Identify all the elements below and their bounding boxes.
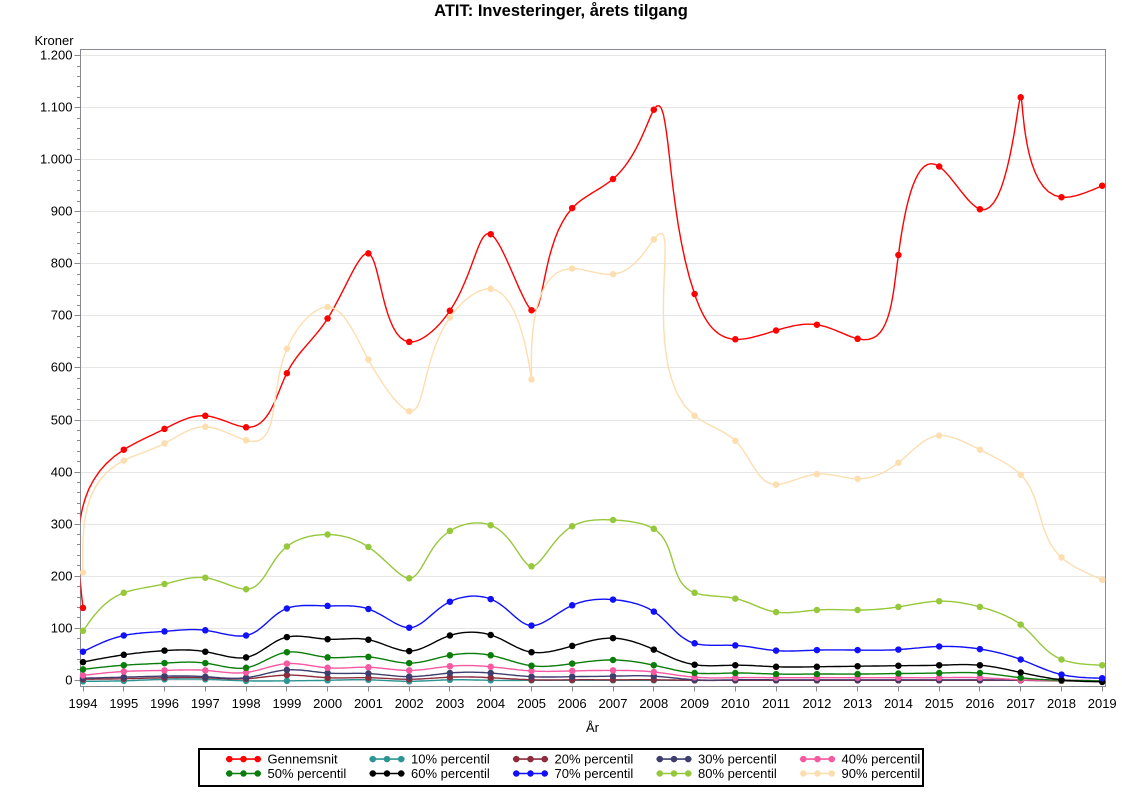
- svg-text:2000: 2000: [313, 696, 342, 711]
- svg-text:400: 400: [51, 464, 73, 479]
- svg-text:1998: 1998: [232, 696, 261, 711]
- svg-text:2013: 2013: [843, 696, 872, 711]
- svg-text:2012: 2012: [802, 696, 831, 711]
- svg-text:0: 0: [65, 672, 72, 687]
- svg-text:2017: 2017: [1006, 696, 1035, 711]
- svg-text:800: 800: [51, 255, 73, 270]
- svg-text:70% percentil: 70% percentil: [555, 766, 634, 781]
- svg-text:1.200: 1.200: [40, 47, 73, 62]
- svg-text:100: 100: [51, 620, 73, 635]
- svg-text:2008: 2008: [639, 696, 668, 711]
- svg-text:700: 700: [51, 307, 73, 322]
- svg-text:90% percentil: 90% percentil: [842, 766, 921, 781]
- svg-text:1994: 1994: [69, 696, 98, 711]
- svg-text:2015: 2015: [925, 696, 954, 711]
- svg-text:500: 500: [51, 412, 73, 427]
- svg-text:2019: 2019: [1088, 696, 1117, 711]
- svg-text:2014: 2014: [884, 696, 913, 711]
- svg-text:År: År: [586, 720, 600, 735]
- svg-text:2018: 2018: [1047, 696, 1076, 711]
- svg-text:20% percentil: 20% percentil: [555, 752, 634, 767]
- svg-text:2001: 2001: [354, 696, 383, 711]
- svg-text:10% percentil: 10% percentil: [411, 752, 490, 767]
- svg-text:1.100: 1.100: [40, 99, 73, 114]
- svg-text:60% percentil: 60% percentil: [411, 766, 490, 781]
- svg-text:900: 900: [51, 203, 73, 218]
- svg-text:2002: 2002: [395, 696, 424, 711]
- svg-text:ATIT: Investeringer, årets til: ATIT: Investeringer, årets tilgang: [434, 2, 688, 20]
- svg-text:2003: 2003: [435, 696, 464, 711]
- svg-text:1996: 1996: [150, 696, 179, 711]
- svg-text:2011: 2011: [762, 696, 790, 711]
- svg-text:2009: 2009: [680, 696, 709, 711]
- svg-text:2005: 2005: [517, 696, 546, 711]
- svg-text:Kroner: Kroner: [35, 33, 75, 48]
- svg-text:30% percentil: 30% percentil: [698, 752, 777, 767]
- svg-text:2006: 2006: [558, 696, 587, 711]
- svg-text:1999: 1999: [272, 696, 301, 711]
- svg-text:40% percentil: 40% percentil: [842, 752, 921, 767]
- svg-text:2007: 2007: [599, 696, 628, 711]
- svg-text:1995: 1995: [109, 696, 138, 711]
- svg-text:2016: 2016: [965, 696, 994, 711]
- svg-text:1997: 1997: [191, 696, 220, 711]
- svg-text:2004: 2004: [476, 696, 505, 711]
- svg-text:80% percentil: 80% percentil: [698, 766, 777, 781]
- svg-text:300: 300: [51, 516, 73, 531]
- svg-text:1.000: 1.000: [40, 151, 73, 166]
- svg-text:200: 200: [51, 568, 73, 583]
- svg-text:600: 600: [51, 359, 73, 374]
- svg-text:2010: 2010: [721, 696, 750, 711]
- svg-text:Gennemsnit: Gennemsnit: [268, 752, 338, 767]
- svg-text:50% percentil: 50% percentil: [268, 766, 347, 781]
